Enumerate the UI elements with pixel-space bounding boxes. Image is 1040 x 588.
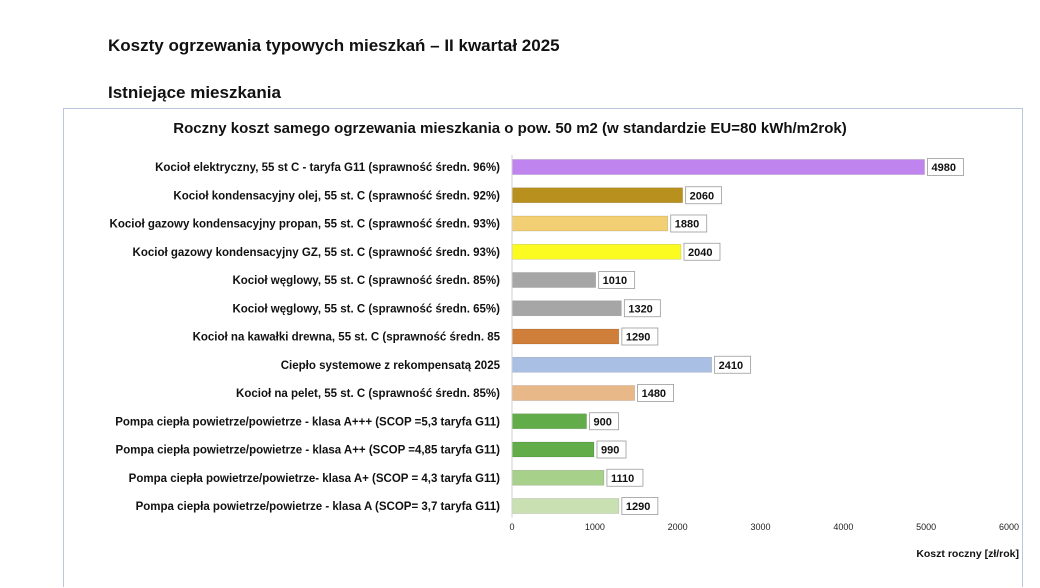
value-label-box — [685, 186, 723, 205]
category-label: Ciepło systemowe z rekompensatą 2025 — [281, 360, 501, 372]
bar — [511, 243, 682, 260]
x-tick-label: 0 — [509, 522, 514, 532]
value-label-box — [714, 355, 752, 374]
bar — [511, 413, 587, 430]
value-label: 1290 — [626, 501, 650, 513]
bar — [511, 187, 683, 204]
x-tick-label: 6000 — [999, 522, 1019, 532]
value-label-box — [623, 299, 661, 318]
value-label: 1480 — [642, 388, 666, 400]
category-label: Pompa ciepła powietrze/powietrze- klasa … — [129, 473, 501, 485]
bars-layer: Kocioł elektryczny, 55 st C - taryfa G11… — [110, 158, 964, 515]
value-label: 900 — [594, 416, 612, 428]
value-label: 2060 — [690, 190, 714, 202]
bar — [511, 469, 605, 486]
value-label: 1110 — [611, 473, 634, 485]
value-label-box — [598, 271, 636, 289]
bar — [511, 441, 595, 458]
value-label-box — [621, 497, 659, 515]
bar-group: Pompa ciepła powietrze/powietrze- klasa … — [129, 468, 644, 487]
value-label: 1320 — [628, 303, 652, 315]
value-label: 2410 — [719, 360, 743, 372]
chart-frame: Roczny koszt samego ogrzewania mieszkani… — [63, 108, 1023, 587]
bar-group: Ciepło systemowe z rekompensatą 2025 2410 — [281, 355, 752, 374]
value-label-box — [596, 440, 627, 459]
category-label: Pompa ciepła powietrze/powietrze - klasa… — [136, 501, 501, 513]
bar — [511, 272, 596, 288]
category-label: Kocioł kondensacyjny olej, 55 st. C (spr… — [173, 190, 500, 202]
category-label: Kocioł elektryczny, 55 st C - taryfa G11… — [155, 162, 500, 174]
bar-group: Kocioł gazowy kondensacyjny GZ, 55 st. C… — [133, 242, 721, 261]
bar — [511, 215, 669, 232]
bar-group: Kocioł na pelet, 55 st. C (sprawność śre… — [236, 384, 674, 402]
bar — [511, 328, 620, 345]
category-label: Pompa ciepła powietrze/powietrze - klasa… — [115, 416, 500, 428]
x-tick-label: 5000 — [916, 522, 936, 532]
page-title: Koszty ogrzewania typowych mieszkań – II… — [108, 36, 560, 55]
value-label: 1880 — [675, 219, 699, 231]
value-label-box — [589, 412, 619, 431]
bar — [511, 498, 620, 514]
bar — [511, 356, 712, 373]
value-label: 2040 — [688, 247, 712, 259]
bar-group: Kocioł elektryczny, 55 st C - taryfa G11… — [155, 158, 964, 176]
category-label: Kocioł na pelet, 55 st. C (sprawność śre… — [236, 388, 500, 400]
x-axis: 0 1000 2000 3000 4000 5000 6000 — [509, 155, 1019, 532]
value-label-box — [670, 214, 708, 233]
x-tick-label: 1000 — [585, 522, 605, 532]
value-label-box — [927, 158, 964, 176]
bar-group: Kocioł kondensacyjny olej, 55 st. C (spr… — [173, 186, 723, 205]
value-label: 4980 — [932, 162, 956, 174]
value-label-box — [637, 384, 674, 402]
bar-group: Pompa ciepła powietrze/powietrze - klasa… — [136, 497, 659, 515]
value-label-box — [683, 242, 721, 261]
bar-group: Pompa ciepła powietrze/powietrze - klasa… — [116, 440, 627, 459]
x-axis-title: Koszt roczny [zł/rok] — [916, 548, 1019, 560]
bar-group: Kocioł na kawałki drewna, 55 st. C (spra… — [193, 327, 659, 346]
bar — [511, 159, 925, 175]
bar-group: Kocioł węglowy, 55 st. C (sprawność śred… — [232, 271, 636, 289]
section-title: Istniejące mieszkania — [108, 83, 281, 102]
x-tick-label: 4000 — [833, 522, 853, 532]
category-label: Kocioł na kawałki drewna, 55 st. C (spra… — [193, 332, 501, 344]
bar — [511, 300, 622, 317]
bar — [511, 385, 635, 401]
bar-group: Kocioł węglowy, 55 st. C (sprawność śred… — [232, 299, 661, 318]
category-label: Pompa ciepła powietrze/powietrze - klasa… — [116, 445, 501, 457]
category-label: Kocioł gazowy kondensacyjny GZ, 55 st. C… — [133, 247, 501, 259]
bar-chart: Roczny koszt samego ogrzewania mieszkani… — [110, 120, 1019, 560]
x-tick-label: 3000 — [750, 522, 770, 532]
bar-group: Pompa ciepła powietrze/powietrze - klasa… — [115, 412, 619, 431]
category-label: Kocioł gazowy kondensacyjny propan, 55 s… — [110, 219, 501, 231]
x-tick-label: 2000 — [668, 522, 688, 532]
category-label: Kocioł węglowy, 55 st. C (sprawność śred… — [232, 303, 500, 315]
chart-title: Roczny koszt samego ogrzewania mieszkani… — [173, 120, 846, 137]
value-label-box — [621, 327, 659, 346]
value-label: 990 — [601, 445, 619, 457]
value-label: 1010 — [603, 275, 627, 287]
value-label-box — [606, 468, 644, 487]
value-label: 1290 — [626, 332, 650, 344]
category-label: Kocioł węglowy, 55 st. C (sprawność śred… — [232, 275, 500, 287]
bar-group: Kocioł gazowy kondensacyjny propan, 55 s… — [110, 214, 708, 233]
